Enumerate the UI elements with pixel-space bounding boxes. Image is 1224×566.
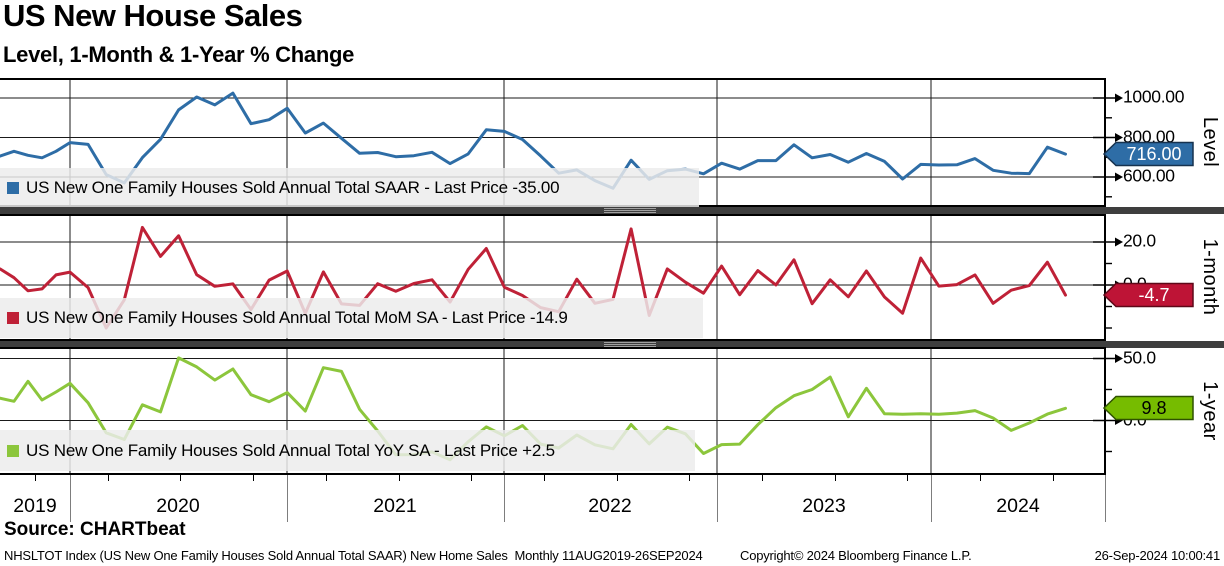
- x-axis-tick: [108, 475, 109, 481]
- legend-one-year: US New One Family Houses Sold Annual Tot…: [0, 430, 695, 471]
- x-axis-tick: [762, 475, 763, 481]
- legend-marker-one-year: [7, 444, 19, 457]
- x-axis-tick: [253, 475, 254, 481]
- last-price-tag-1-month: -4.7: [1103, 282, 1194, 308]
- svg-text:-4.7: -4.7: [1138, 285, 1169, 305]
- x-axis-year-label: 2023: [802, 495, 846, 517]
- x-axis-year-label: 2021: [373, 495, 417, 517]
- axis-panel-title-one-month: 1-month: [1199, 238, 1221, 316]
- footer-ticker-info: NHSLTOT Index (US New One Family Houses …: [4, 548, 703, 563]
- legend-level: US New One Family Houses Sold Annual Tot…: [0, 168, 699, 207]
- year-separator-line: [287, 475, 288, 522]
- year-separator-line: [717, 475, 718, 522]
- axis-tick-label: 600.00: [1123, 165, 1175, 186]
- chart-subtitle: Level, 1-Month & 1-Year % Change: [3, 42, 355, 67]
- x-axis-year-label: 2024: [996, 495, 1040, 517]
- x-axis-tick: [907, 475, 908, 481]
- legend-label-one-month: US New One Family Houses Sold Annual Tot…: [26, 308, 568, 327]
- legend-label-level: US New One Family Houses Sold Annual Tot…: [26, 177, 560, 197]
- legend-one-month: US New One Family Houses Sold Annual Tot…: [0, 298, 703, 338]
- x-axis-tick: [180, 475, 181, 481]
- x-axis-tick: [471, 475, 472, 481]
- axis-tick-label: 50.0: [1123, 347, 1156, 368]
- x-axis-tick: [399, 475, 400, 481]
- axis-tick-label: 1000.00: [1123, 86, 1185, 107]
- x-axis-year-label: 2022: [588, 495, 632, 517]
- one-year-panel-chart: [0, 347, 1123, 475]
- x-axis-tick: [35, 475, 36, 481]
- legend-marker-one-month: [7, 312, 19, 324]
- svg-text:9.8: 9.8: [1141, 398, 1166, 418]
- legend-marker-level: [7, 181, 19, 194]
- x-axis-tick: [980, 475, 981, 481]
- panel-divider[interactable]: [0, 341, 1224, 348]
- axis-tick-label: 20.0: [1123, 230, 1156, 251]
- x-axis-tick: [835, 475, 836, 481]
- divider-grip-handle[interactable]: [604, 342, 656, 347]
- source-label: Source: CHARTbeat: [4, 519, 186, 540]
- x-axis-tick: [689, 475, 690, 481]
- footer-bar: NHSLTOT Index (US New One Family Houses …: [0, 548, 1224, 564]
- last-price-tag-level: 716.00: [1103, 141, 1194, 167]
- x-axis-tick: [617, 475, 618, 481]
- axis-panel-title-one-year: 1-year: [1199, 381, 1221, 441]
- x-axis-tick: [326, 475, 327, 481]
- x-axis-year-label: 2019: [13, 495, 57, 517]
- year-separator-line: [70, 475, 71, 522]
- legend-label-one-year: US New One Family Houses Sold Annual Tot…: [26, 440, 555, 460]
- divider-grip-handle[interactable]: [604, 208, 656, 213]
- svg-text:716.00: 716.00: [1126, 144, 1181, 164]
- footer-timestamp: 26-Sep-2024 10:00:41: [1094, 548, 1221, 563]
- footer-copyright: Copyright© 2024 Bloomberg Finance L.P.: [740, 548, 972, 563]
- x-axis-tick: [544, 475, 545, 481]
- year-separator-line: [931, 475, 932, 522]
- chart-title: US New House Sales: [3, 0, 303, 33]
- axis-panel-title-level: Level: [1199, 116, 1221, 168]
- year-separator-line: [504, 475, 505, 522]
- year-separator-line: [1105, 475, 1106, 522]
- panel-divider[interactable]: [0, 207, 1224, 214]
- x-axis-year-label: 2020: [156, 495, 200, 517]
- x-axis-strip: 2019 2020 2021 2022 2023 2024: [0, 475, 1224, 522]
- last-price-tag-1-year: 9.8: [1103, 396, 1194, 421]
- axis-tick-label: 800.00: [1123, 126, 1175, 147]
- x-axis-tick: [1053, 475, 1054, 481]
